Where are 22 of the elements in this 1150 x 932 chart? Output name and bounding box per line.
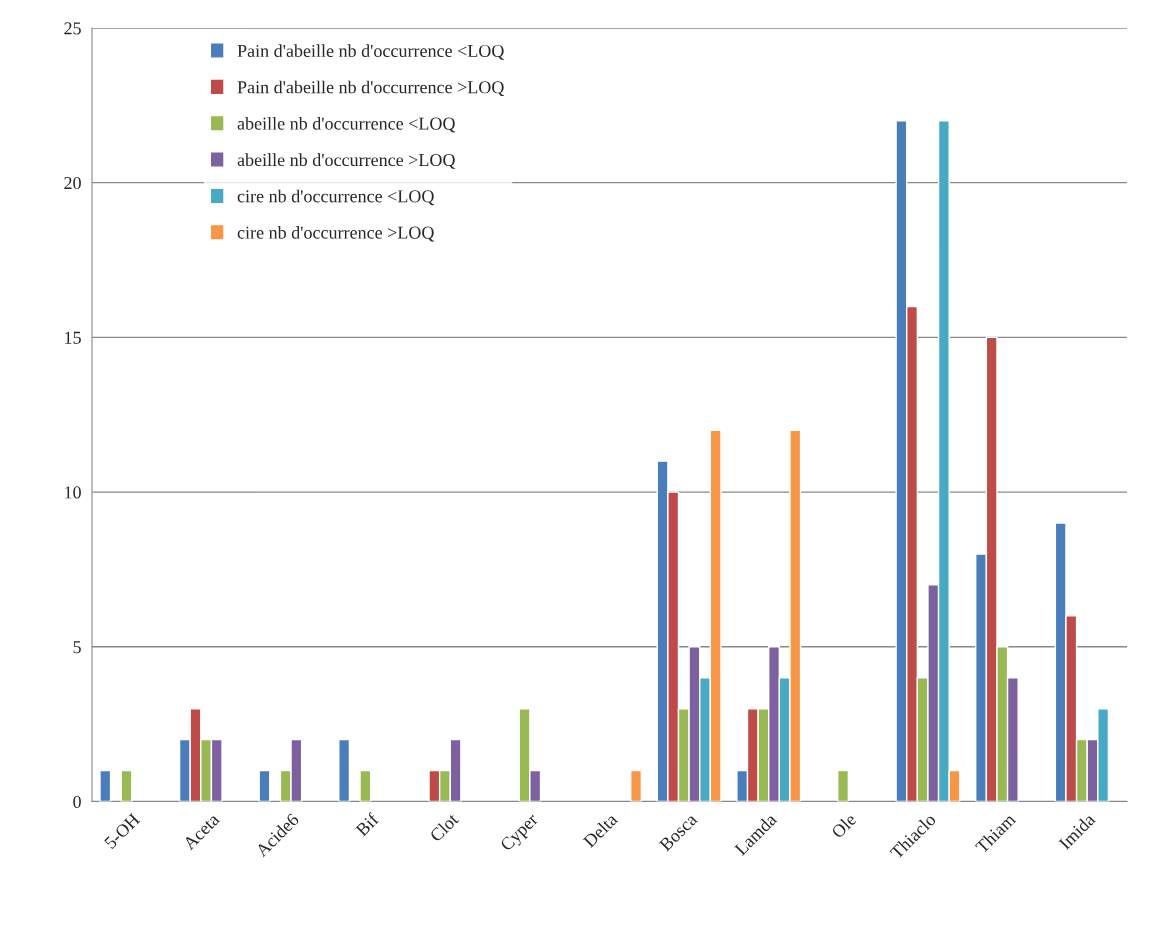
legend-label: cire nb d'occurrence >LOQ [237, 226, 435, 242]
bar [338, 738, 351, 802]
legend-label: cire nb d'occurrence <LOQ [237, 189, 435, 206]
legend-label: abeille nb d'occurrence >LOQ [237, 153, 456, 169]
bar [120, 769, 133, 802]
bar [359, 769, 372, 802]
y-tick-label: 20 [64, 176, 81, 190]
bar [99, 769, 112, 802]
bar [258, 769, 271, 802]
y-tick-label: 15 [65, 331, 81, 344]
y-tick-label: 25 [64, 22, 81, 35]
y-tick-label: 5 [73, 641, 81, 654]
legend-label: Pain d'abeille nb d'occurrence >LOQ [237, 80, 505, 97]
x-tick-label: Ole [830, 812, 857, 839]
legend-label: Pain d'abeille nb d'occurrence <LOQ [237, 44, 505, 60]
legend-label: abeille nb d'occurrence <LOQ [237, 117, 456, 133]
y-tick-label: 0 [73, 795, 81, 808]
x-tick-label: Bif [354, 811, 380, 837]
bar [837, 769, 850, 802]
y-tick-label: 10 [65, 486, 81, 499]
bar [630, 769, 643, 802]
x-tick-label: Clot [428, 812, 460, 843]
